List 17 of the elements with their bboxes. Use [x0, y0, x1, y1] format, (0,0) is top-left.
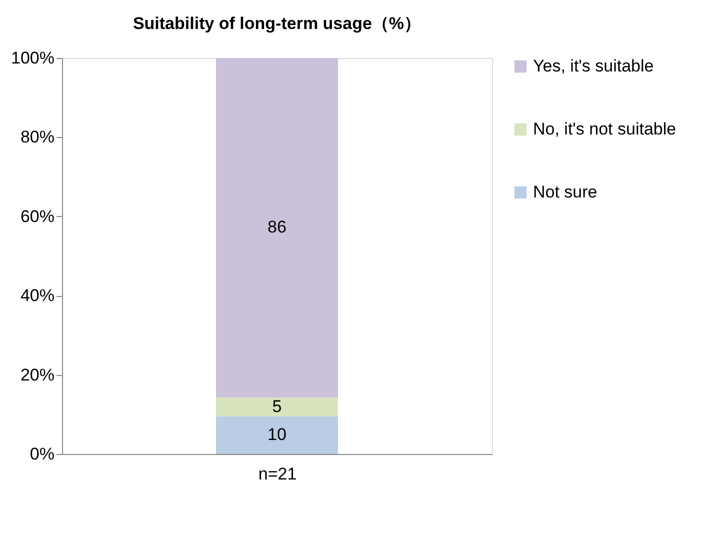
bar	[216, 416, 338, 454]
data-label: 86	[268, 218, 286, 237]
data-label: 5	[272, 396, 282, 416]
data-label: 10	[268, 425, 286, 444]
y-tick-label: 80%	[20, 128, 54, 147]
chart-title: Suitability of long-term usage（%）	[132, 14, 422, 33]
bar	[216, 397, 338, 416]
legend-label: Not sure	[533, 182, 598, 202]
y-tick-label: 0%	[30, 444, 54, 464]
x-tick-label: n=21	[258, 464, 297, 484]
y-tick-label: 20%	[20, 365, 54, 384]
y-tick-label: 100%	[11, 48, 54, 68]
legend-label: No, it's not suitable	[533, 120, 676, 138]
bar	[216, 58, 338, 398]
y-tick-label: 60%	[20, 206, 54, 226]
y-tick-label: 40%	[20, 286, 54, 306]
legend-label: Yes, it's suitable	[533, 56, 654, 76]
